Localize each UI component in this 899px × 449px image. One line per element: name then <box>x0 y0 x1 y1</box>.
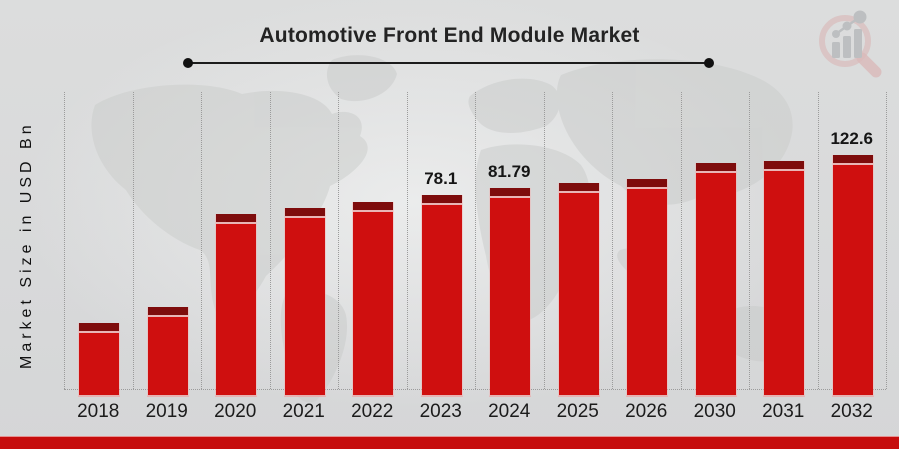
x-tick-2025: 2025 <box>556 401 599 422</box>
bar-shine <box>79 331 120 333</box>
bar-shine <box>832 163 873 165</box>
bar-body <box>421 205 462 395</box>
bar-body <box>147 317 188 395</box>
chart-title: Automotive Front End Module Market <box>259 24 640 47</box>
bar-cap <box>490 188 531 196</box>
underline-left-dot-icon <box>183 58 193 68</box>
brand-logo <box>819 10 882 78</box>
x-tick-2031: 2031 <box>762 401 805 422</box>
bar-cap <box>421 195 462 203</box>
bar-cap <box>284 208 325 216</box>
bar-2032 <box>831 155 874 397</box>
bar-cap <box>216 214 257 222</box>
x-tick-2021: 2021 <box>282 401 325 422</box>
x-tick-2024: 2024 <box>488 401 531 422</box>
x-tick-2020: 2020 <box>214 401 257 422</box>
data-label-2024: 81.79 <box>487 162 531 181</box>
bar-2021 <box>283 208 326 397</box>
bar-shine <box>216 222 257 224</box>
bar-cap <box>147 307 188 315</box>
bar-cap <box>832 155 873 163</box>
bar-shine <box>490 196 531 198</box>
bar-2018 <box>78 323 121 397</box>
bar-cap <box>558 183 599 191</box>
x-tick-2019: 2019 <box>145 401 188 422</box>
x-tick-2026: 2026 <box>625 401 668 422</box>
bar-body <box>79 333 120 395</box>
bar-2026 <box>626 179 669 397</box>
x-tick-2023: 2023 <box>419 401 462 422</box>
bar-2019 <box>146 307 189 397</box>
x-tick-2032: 2032 <box>830 401 873 422</box>
vertical-gridline <box>886 92 887 389</box>
title-underline <box>183 58 714 68</box>
bar-2023 <box>420 195 463 397</box>
vertical-gridline <box>132 92 134 389</box>
underline-right-dot-icon <box>704 58 714 68</box>
bar-cap <box>353 202 394 210</box>
vertical-gridline <box>64 92 65 389</box>
bar-body <box>284 218 325 395</box>
bar-body <box>216 224 257 395</box>
bar-shine <box>558 191 599 193</box>
bar-shine <box>353 210 394 212</box>
bar-body <box>695 173 736 395</box>
bar-body <box>627 189 668 395</box>
x-axis-baseline <box>64 389 886 390</box>
data-label-2032: 122.6 <box>830 129 874 148</box>
bar-shine <box>284 216 325 218</box>
vertical-gridline <box>749 92 750 389</box>
vertical-gridline <box>817 92 819 389</box>
bar-shine <box>764 169 805 171</box>
bar-body <box>832 165 873 395</box>
bar-2031 <box>763 161 806 397</box>
bar-body <box>764 171 805 395</box>
x-tick-2030: 2030 <box>693 401 736 422</box>
vertical-gridline <box>475 92 476 389</box>
vertical-gridline <box>680 92 682 389</box>
y-axis-label: Market Size in USD Bn <box>18 121 35 369</box>
vertical-gridline <box>612 92 613 389</box>
bar-2025 <box>557 183 600 397</box>
bar-cap <box>627 179 668 187</box>
vertical-gridline <box>406 92 408 389</box>
vertical-gridline <box>338 92 339 389</box>
bar-cap <box>695 163 736 171</box>
bar-shine <box>627 187 668 189</box>
bar-shine <box>421 203 462 205</box>
bar-2024 <box>489 188 532 397</box>
bar-body <box>558 193 599 395</box>
vertical-gridline <box>201 92 202 389</box>
bar-2022 <box>352 202 395 397</box>
bar-cap <box>764 161 805 169</box>
magnifier-bars-icon <box>819 10 882 78</box>
bar-2020 <box>215 214 258 397</box>
bar-shine <box>147 315 188 317</box>
bar-body <box>353 212 394 395</box>
bottom-accent-bar <box>0 436 899 449</box>
bar-cap <box>79 323 120 331</box>
bar-body <box>490 198 531 395</box>
bar-shine <box>695 171 736 173</box>
vertical-gridline <box>269 92 271 389</box>
bar-2030 <box>694 163 737 397</box>
x-tick-2018: 2018 <box>77 401 120 422</box>
data-label-2023: 78.1 <box>424 169 458 188</box>
vertical-gridline <box>543 92 545 389</box>
x-tick-2022: 2022 <box>351 401 394 422</box>
